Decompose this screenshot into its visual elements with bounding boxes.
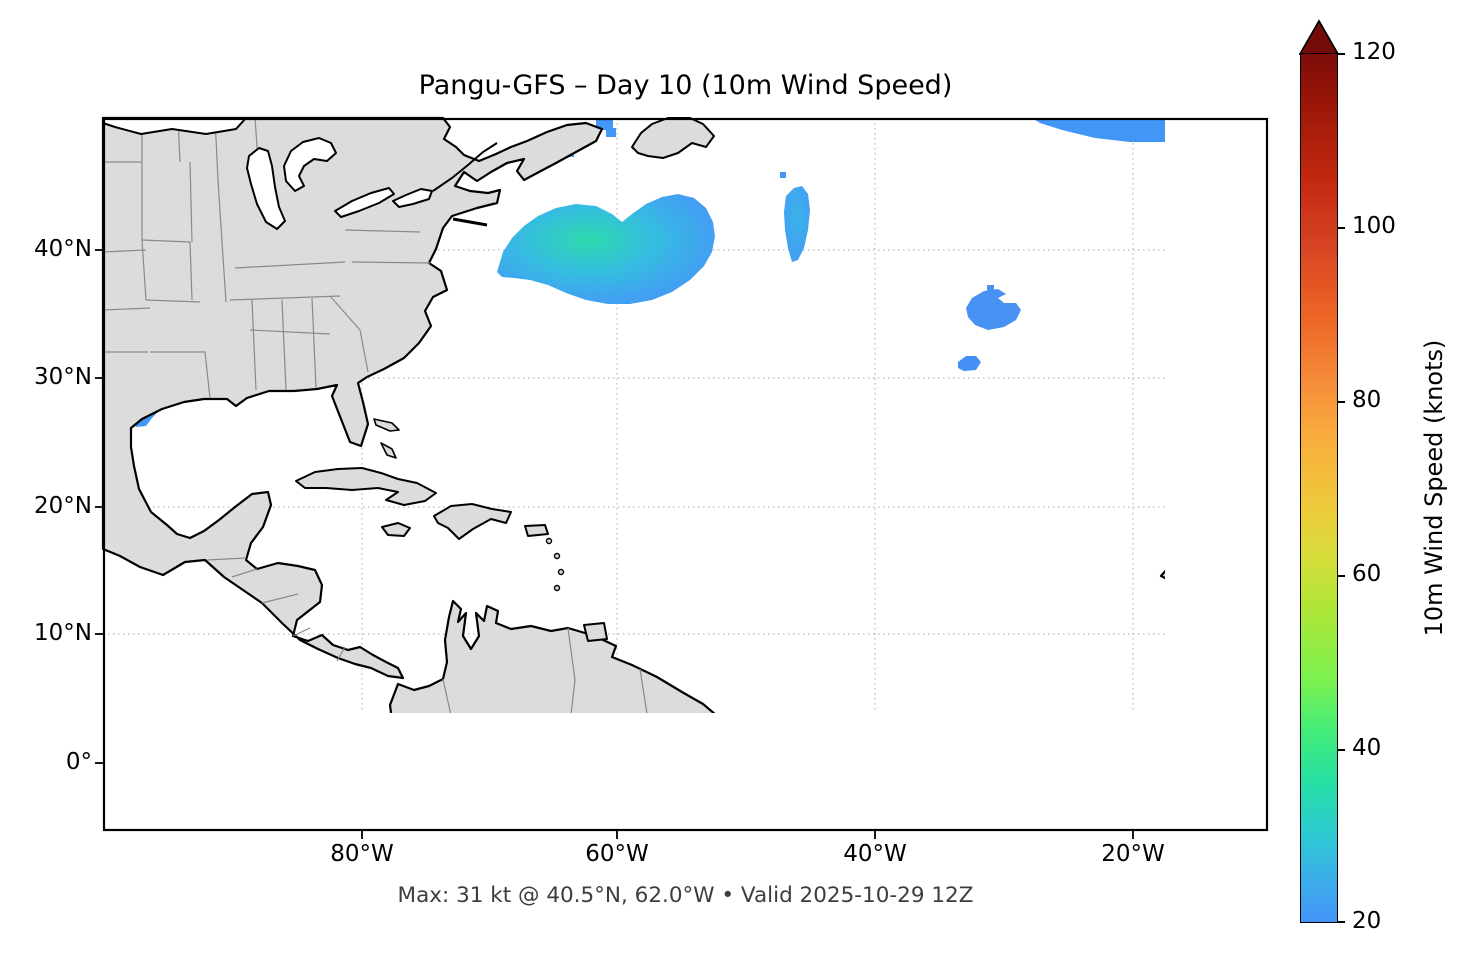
colorbar-ticklabel-40: 40: [1352, 735, 1382, 761]
colorbar-tick: [1338, 921, 1345, 923]
landmass-south-america: [388, 599, 716, 713]
xtick-40w: 40°W: [843, 841, 907, 867]
wind-blob-midatlantic-oval: [966, 289, 1021, 330]
island-cuba: [295, 467, 437, 506]
colorbar-tick: [1338, 401, 1345, 403]
wind-speck: [876, 790, 888, 798]
island-hispaniola: [433, 503, 512, 540]
wind-blob-equatorial: [820, 766, 880, 800]
xtick-20w: 20°W: [1101, 841, 1165, 867]
colorbar-ticklabel-80: 80: [1352, 387, 1382, 413]
island-trinidad: [583, 622, 608, 642]
colorbar-ticklabel-20: 20: [1352, 908, 1382, 934]
colorbar-gradient: [1300, 53, 1338, 923]
wind-blob-main-maximum: [497, 194, 715, 304]
wind-speck: [780, 172, 786, 178]
colorbar-ticklabel-100: 100: [1352, 213, 1396, 239]
map-layers: [101, 116, 1165, 810]
axis-tick-marks: [95, 249, 1134, 839]
state-country-borders: [102, 117, 648, 713]
wind-blob-elongated-cell: [784, 186, 810, 262]
lake-erie: [334, 187, 395, 218]
wind-speck-nova-scotia: [596, 119, 613, 130]
island-lesser-antilles: [553, 552, 561, 560]
wind-speck: [901, 805, 908, 810]
colorbar-tick: [1338, 227, 1345, 229]
island-bahamas: [380, 442, 397, 459]
wind-speck: [817, 776, 822, 784]
wind-speck: [888, 799, 898, 806]
island-bahamas: [373, 418, 400, 432]
colorbar-tick: [1338, 53, 1345, 55]
axes-frame: [102, 117, 1269, 832]
lake-superior: [102, 117, 247, 135]
island-newfoundland: [631, 117, 715, 159]
island-jamaica: [381, 522, 411, 537]
colorbar-axis-label: 10m Wind Speed (knots): [1420, 339, 1448, 637]
map-canvas: [95, 116, 1269, 839]
island-puerto-rico: [524, 524, 549, 537]
wind-blob-small-cell: [958, 356, 981, 371]
wind-blob-north-edge-band: [1032, 118, 1165, 142]
max-and-valid-caption: Max: 31 kt @ 40.5°N, 62.0°W • Valid 2025…: [397, 883, 974, 908]
landmass-west-africa: [1159, 569, 1165, 580]
landmass-north-america: [101, 116, 604, 680]
colorbar-tick: [1338, 575, 1345, 577]
wind-speck-nova-scotia: [606, 128, 616, 137]
ytick-0: 0°: [65, 749, 92, 775]
islands: [295, 117, 715, 642]
lake-michigan: [246, 147, 286, 230]
wind-speck: [987, 285, 994, 291]
colorbar-ticklabel-60: 60: [1352, 561, 1382, 587]
colorbar-ticklabel-120: 120: [1352, 39, 1396, 65]
st-lawrence-river: [432, 142, 498, 192]
xtick-80w: 80°W: [330, 841, 394, 867]
colorbar-tick: [1338, 749, 1345, 751]
lake-ontario: [392, 188, 433, 208]
lake-huron: [283, 137, 337, 192]
xtick-60w: 60°W: [585, 841, 649, 867]
ytick-40n: 40°N: [34, 236, 92, 262]
landmasses: [101, 116, 1165, 713]
plot-title: Pangu-GFS – Day 10 (10m Wind Speed): [418, 70, 953, 101]
ytick-10n: 10°N: [34, 620, 92, 646]
island-lesser-antilles: [545, 537, 553, 545]
colorbar-extend-arrow: [1299, 19, 1339, 55]
ytick-20n: 20°N: [34, 493, 92, 519]
island-lesser-antilles: [553, 584, 561, 592]
wind-speed-field: [133, 118, 1165, 810]
island-lesser-antilles: [557, 568, 565, 576]
great-lakes: [102, 117, 433, 230]
island-long-island: [452, 217, 488, 227]
ytick-30n: 30°N: [34, 364, 92, 390]
